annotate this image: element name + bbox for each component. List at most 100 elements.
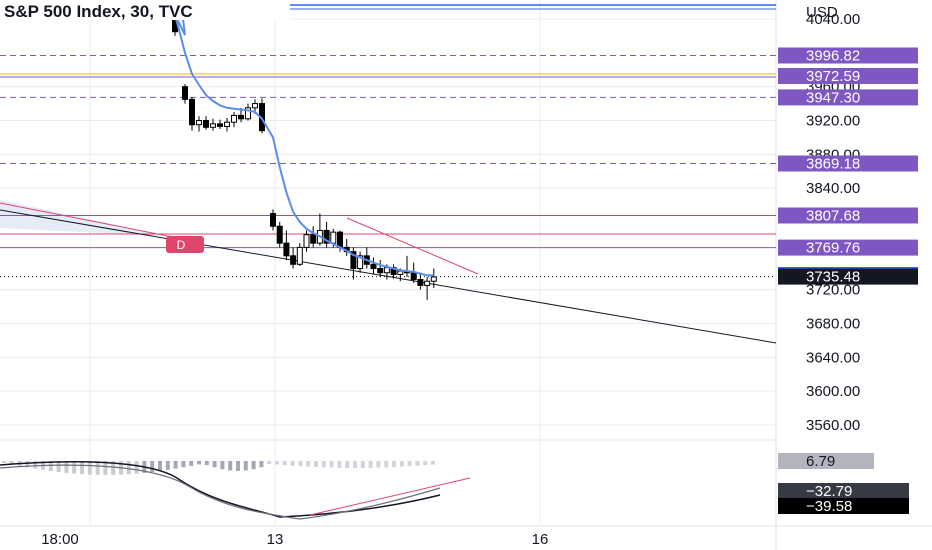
- macd-histogram-bar: [337, 461, 342, 468]
- macd-readout: 6.79: [778, 453, 874, 470]
- candle-body: [370, 263, 377, 270]
- price-tick-label: 3840.00: [806, 180, 860, 197]
- candle: [310, 226, 317, 248]
- candle: [231, 112, 237, 128]
- macd-histogram-bar: [360, 461, 365, 468]
- macd-histogram-bar: [259, 461, 264, 468]
- price-tag-label: 3947.30: [806, 89, 860, 106]
- candle: [196, 116, 202, 132]
- price-tick-label: 3680.00: [806, 316, 860, 333]
- candle: [296, 243, 303, 266]
- chart-title: S&P 500 Index, 30, TVC: [4, 2, 193, 21]
- candle-body: [238, 114, 244, 120]
- macd-histogram-bar: [368, 461, 373, 468]
- candle: [417, 272, 424, 290]
- price-tag-label: 3807.68: [806, 208, 860, 225]
- candle: [316, 213, 323, 246]
- candle: [350, 247, 357, 280]
- macd-histogram-bar: [150, 461, 155, 472]
- candle: [343, 238, 350, 256]
- candle-body: [410, 272, 417, 281]
- time-tick-label: 13: [267, 531, 284, 548]
- candle: [370, 257, 377, 275]
- currency-label: USD: [806, 4, 838, 21]
- price-tag-bg: [778, 239, 918, 256]
- macd-readout-label: 6.79: [806, 453, 835, 470]
- macd-readout: −32.79: [778, 483, 909, 500]
- macd-histogram-bar: [9, 461, 14, 465]
- macd-histogram-bar: [181, 461, 186, 468]
- ema-path: [174, 0, 434, 277]
- candle-body: [210, 123, 216, 128]
- macd-histogram-bar: [197, 461, 201, 465]
- macd-histogram-bar: [158, 461, 162, 471]
- candle: [377, 260, 384, 277]
- candle-body: [430, 276, 437, 282]
- price-tag-label: 3972.59: [806, 68, 860, 85]
- pink-trendline[interactable]: [0, 202, 179, 239]
- candle: [363, 247, 370, 269]
- d-marker-bg: [166, 236, 204, 253]
- candle: [430, 268, 437, 288]
- candle-body: [203, 120, 209, 128]
- candle-body: [330, 231, 337, 244]
- macd-histogram-bar: [64, 461, 69, 473]
- price-tag-bg: [778, 268, 918, 285]
- price-tag-label: 3735.48: [806, 269, 860, 286]
- macd-histogram-bar: [251, 461, 256, 470]
- macd-histogram-bar: [126, 461, 131, 475]
- macd-histogram-bar: [204, 461, 209, 465]
- macd-histogram-bar: [236, 461, 240, 471]
- candle: [283, 230, 290, 261]
- macd-histogram-bar: [384, 461, 389, 468]
- candle: [189, 96, 195, 131]
- candle-body: [217, 123, 223, 127]
- candle-body: [182, 86, 188, 100]
- macd-histogram-bar: [173, 461, 178, 469]
- candle-body: [290, 255, 297, 265]
- macd-readout-bg: [778, 498, 909, 514]
- macd-histogram-bar: [415, 461, 420, 466]
- macd-histogram-bar: [314, 461, 318, 467]
- d-marker[interactable]: D: [166, 236, 204, 253]
- price-tag: 3807.68: [778, 207, 918, 225]
- macd-histogram-bar: [33, 461, 38, 469]
- time-tick-label: 18:00: [41, 531, 79, 548]
- candle-body: [350, 251, 357, 270]
- candle-body: [424, 280, 431, 286]
- candle: [404, 255, 410, 277]
- price-tag-bg: [778, 89, 918, 106]
- macd-readout-bg: [778, 453, 874, 469]
- candle-body: [283, 242, 290, 257]
- macd-histogram-bar: [220, 461, 225, 470]
- macd-histogram-bar: [298, 461, 303, 467]
- price-tag: 3735.48: [778, 268, 918, 286]
- time-axis[interactable]: 18:00 13 16: [0, 525, 932, 548]
- macd-histogram-bar: [134, 461, 139, 474]
- candle-body: [270, 213, 276, 227]
- trend-lines[interactable]: D: [0, 202, 777, 344]
- price-tags: 3996.82 3972.59 3947.30 3869.18 3807.68 3769.…: [778, 47, 918, 515]
- candle: [210, 118, 216, 131]
- candle-body: [189, 98, 195, 126]
- macd-readout: −39.58: [778, 498, 909, 515]
- candle: [303, 230, 310, 252]
- drawing-fills: [0, 200, 168, 236]
- candle: [390, 264, 397, 279]
- candle-body: [196, 120, 202, 126]
- macd-histogram-bar: [87, 461, 92, 475]
- macd-histogram-bar: [165, 461, 170, 470]
- candles: [172, 0, 437, 300]
- candle-body: [224, 121, 230, 127]
- support-trendline[interactable]: [0, 209, 777, 344]
- macd-histogram-bar: [275, 461, 279, 465]
- macd-histogram-bar: [243, 461, 248, 471]
- macd-readout-bg: [778, 483, 909, 499]
- price-tag-bg: [778, 68, 918, 84]
- macd-histogram-bar: [376, 461, 381, 468]
- price-tag: 3769.76: [778, 239, 918, 257]
- pink-trendline[interactable]: [346, 217, 479, 275]
- candle: [424, 276, 431, 300]
- candle: [270, 209, 276, 231]
